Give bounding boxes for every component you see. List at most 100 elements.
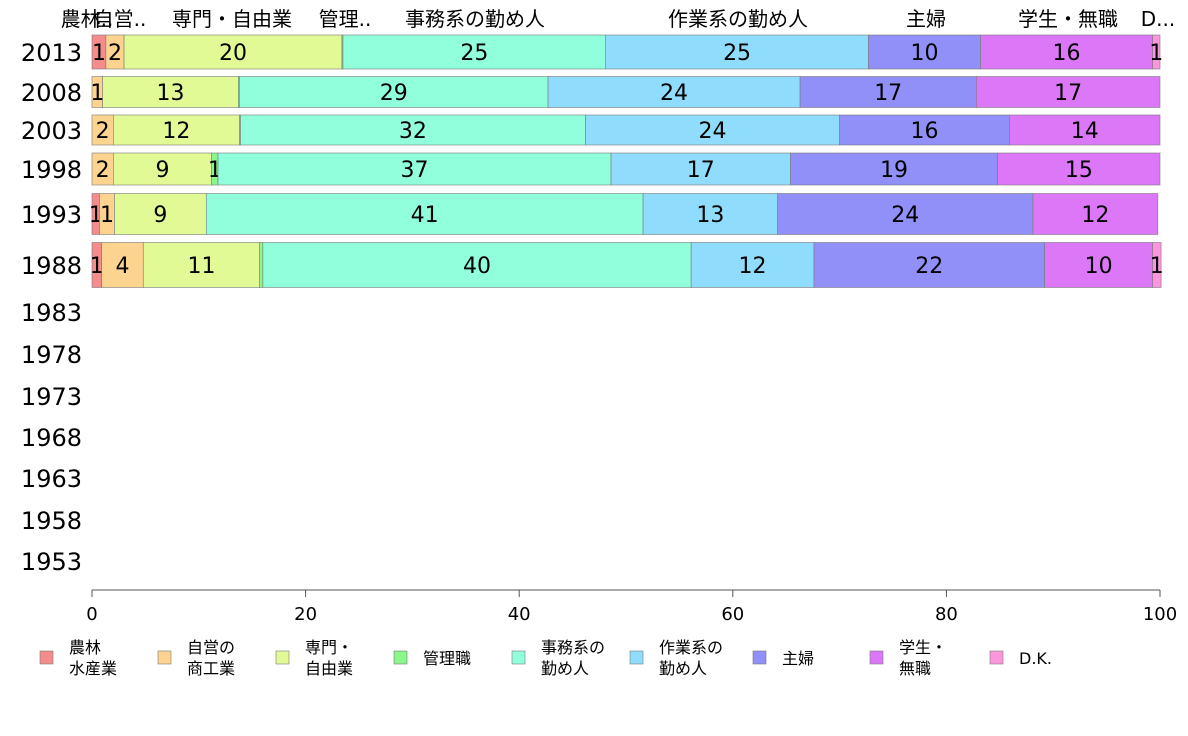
data-label: 2: [96, 158, 110, 183]
data-label: 41: [411, 203, 439, 228]
data-label: 9: [155, 158, 169, 183]
data-label: 9: [153, 203, 167, 228]
data-label: 19: [880, 158, 908, 183]
data-label: 13: [156, 81, 184, 106]
data-label: 16: [1053, 41, 1081, 66]
bar-segment: [1152, 242, 1162, 288]
category-label: 2008: [21, 79, 82, 107]
top-series-label: 主婦: [906, 7, 946, 31]
category-label: 1958: [21, 507, 82, 535]
data-label: 24: [891, 203, 919, 228]
category-label: 1953: [21, 548, 82, 576]
data-label: 4: [115, 254, 129, 279]
bar-segment: [113, 114, 240, 146]
data-label: 17: [1054, 81, 1082, 106]
top-series-label: D...: [1141, 7, 1175, 31]
legend-label: 専門・自由業: [305, 638, 353, 678]
data-label: 17: [874, 81, 902, 106]
bar-segment: [585, 114, 840, 146]
data-label: 14: [1071, 119, 1099, 144]
x-tick-label: 60: [721, 604, 744, 625]
legend-swatch: [869, 650, 884, 665]
data-label: 2: [96, 119, 110, 144]
legend-swatch: [39, 650, 54, 665]
data-label: 20: [219, 41, 247, 66]
legend-swatch: [629, 650, 644, 665]
category-label: 1983: [21, 299, 82, 327]
data-label: 22: [915, 254, 943, 279]
bar-segment: [690, 242, 815, 288]
category-label: 2003: [21, 117, 82, 145]
bar-segment: [240, 114, 586, 146]
data-label: 16: [911, 119, 939, 144]
bar-segment: [262, 242, 692, 288]
data-label: 1: [90, 81, 104, 106]
data-label: 1: [1149, 41, 1163, 66]
legend-swatch: [989, 650, 1004, 665]
legend-label: 主婦: [782, 649, 814, 668]
bar-segment: [142, 242, 260, 288]
top-series-label: 作業系の勤め人: [668, 7, 808, 31]
bar-segment: [777, 193, 1034, 235]
category-label: 1998: [21, 156, 82, 184]
data-label: 15: [1065, 158, 1093, 183]
category-label: 2013: [21, 39, 82, 67]
top-series-label: 自営..: [94, 7, 147, 31]
legend-swatch: [752, 650, 767, 665]
legend-swatch: [511, 650, 526, 665]
legend-label: 自営の商工業: [187, 638, 235, 678]
x-tick-label: 100: [1143, 604, 1177, 625]
top-series-label: 学生・無職: [1018, 7, 1118, 31]
legend-label: 作業系の勤め人: [659, 638, 723, 678]
data-label: 40: [463, 254, 491, 279]
data-label: 10: [1085, 254, 1113, 279]
legend-label: 事務系の勤め人: [541, 638, 605, 678]
data-label: 12: [162, 119, 190, 144]
x-tick-label: 20: [294, 604, 317, 625]
data-label: 29: [380, 81, 408, 106]
data-label: 1: [90, 254, 104, 279]
x-tick-label: 80: [935, 604, 958, 625]
bar-segment: [259, 242, 264, 288]
legend-label: 管理職: [423, 649, 471, 668]
bar-segment: [1044, 242, 1153, 288]
legend-swatch: [393, 650, 408, 665]
bar-segment: [976, 76, 1161, 108]
data-label: 17: [687, 158, 715, 183]
bar-segment: [102, 76, 239, 108]
bar-segment: [1009, 114, 1161, 146]
category-label: 1973: [21, 383, 82, 411]
data-label: 12: [739, 254, 767, 279]
legend-label: 学生・無職: [899, 638, 947, 678]
data-label: 25: [723, 41, 751, 66]
data-label: 37: [401, 158, 429, 183]
data-label: 13: [696, 203, 724, 228]
data-label: 25: [460, 41, 488, 66]
data-label: 32: [399, 119, 427, 144]
category-label: 1963: [21, 465, 82, 493]
data-label: 24: [660, 81, 688, 106]
legend-label: 農林水産業: [69, 638, 117, 678]
bar-segment: [642, 193, 778, 235]
bar-segment: [839, 114, 1010, 146]
x-tick-label: 0: [86, 604, 97, 625]
data-label: 24: [699, 119, 727, 144]
bar-segment: [101, 242, 144, 288]
legend-label: D.K.: [1019, 649, 1052, 668]
bar-segment: [997, 152, 1161, 186]
data-label: 11: [187, 254, 215, 279]
data-label: 12: [1081, 203, 1109, 228]
category-label: 1978: [21, 341, 82, 369]
top-series-label: 農林..: [61, 7, 114, 31]
category-label: 1988: [21, 252, 82, 280]
bar-segment: [1152, 34, 1161, 70]
bar-segment: [217, 152, 612, 186]
bar-segment: [205, 193, 644, 235]
bar-segment: [799, 76, 977, 108]
bar-segment: [868, 34, 981, 70]
bar-segment: [239, 76, 549, 108]
data-label: 1: [92, 41, 106, 66]
bar-segment: [342, 34, 607, 70]
top-series-label: 事務系の勤め人: [405, 7, 545, 31]
bar-segment: [813, 242, 1045, 288]
